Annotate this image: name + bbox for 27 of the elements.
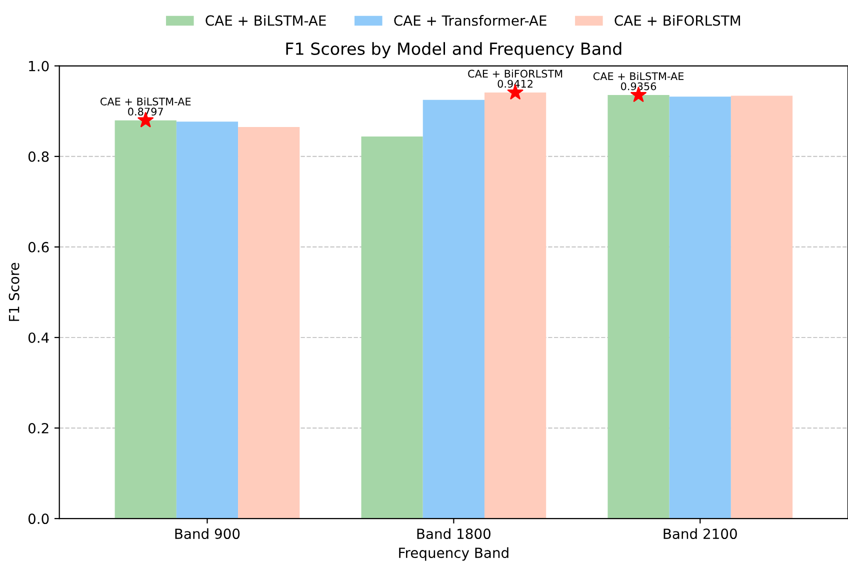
legend-label: CAE + BiLSTM-AE [206, 15, 326, 26]
y-tick-label: 1.0 [29, 60, 49, 72]
bar [484, 92, 546, 519]
x-tick-label: Band 1800 [417, 528, 490, 540]
x-axis-title: Frequency Band [399, 547, 508, 561]
x-tick-label: Band 900 [175, 528, 240, 540]
legend-label: CAE + Transformer-AE [394, 15, 546, 26]
bar [114, 120, 176, 519]
y-tick-label: 0.8 [28, 151, 49, 162]
chart-title: F1 Scores by Model and Frequency Band [286, 42, 622, 58]
bar [176, 122, 238, 519]
bar [422, 100, 484, 519]
y-tick-label: 0.0 [28, 514, 49, 524]
annotation: CAE + BiLSTM-AE 0.9356 [593, 72, 684, 90]
bar [730, 96, 793, 519]
annotation: CAE + BiLSTM-AE 0.8797 [100, 97, 191, 116]
bar [608, 95, 670, 519]
bar [361, 136, 423, 519]
bar [669, 96, 731, 519]
x-tick-label: Band 2100 [664, 528, 737, 540]
y-tick-label: 0.6 [28, 242, 49, 252]
y-axis-title: F1 Score [8, 262, 20, 321]
bar [238, 127, 300, 519]
y-tick-label: 0.2 [28, 423, 48, 434]
y-tick-label: 0.4 [28, 332, 49, 343]
annotation: CAE + BiFORLSTM 0.9412 [468, 70, 562, 88]
legend-label: CAE + BiFORLSTM [614, 15, 740, 26]
